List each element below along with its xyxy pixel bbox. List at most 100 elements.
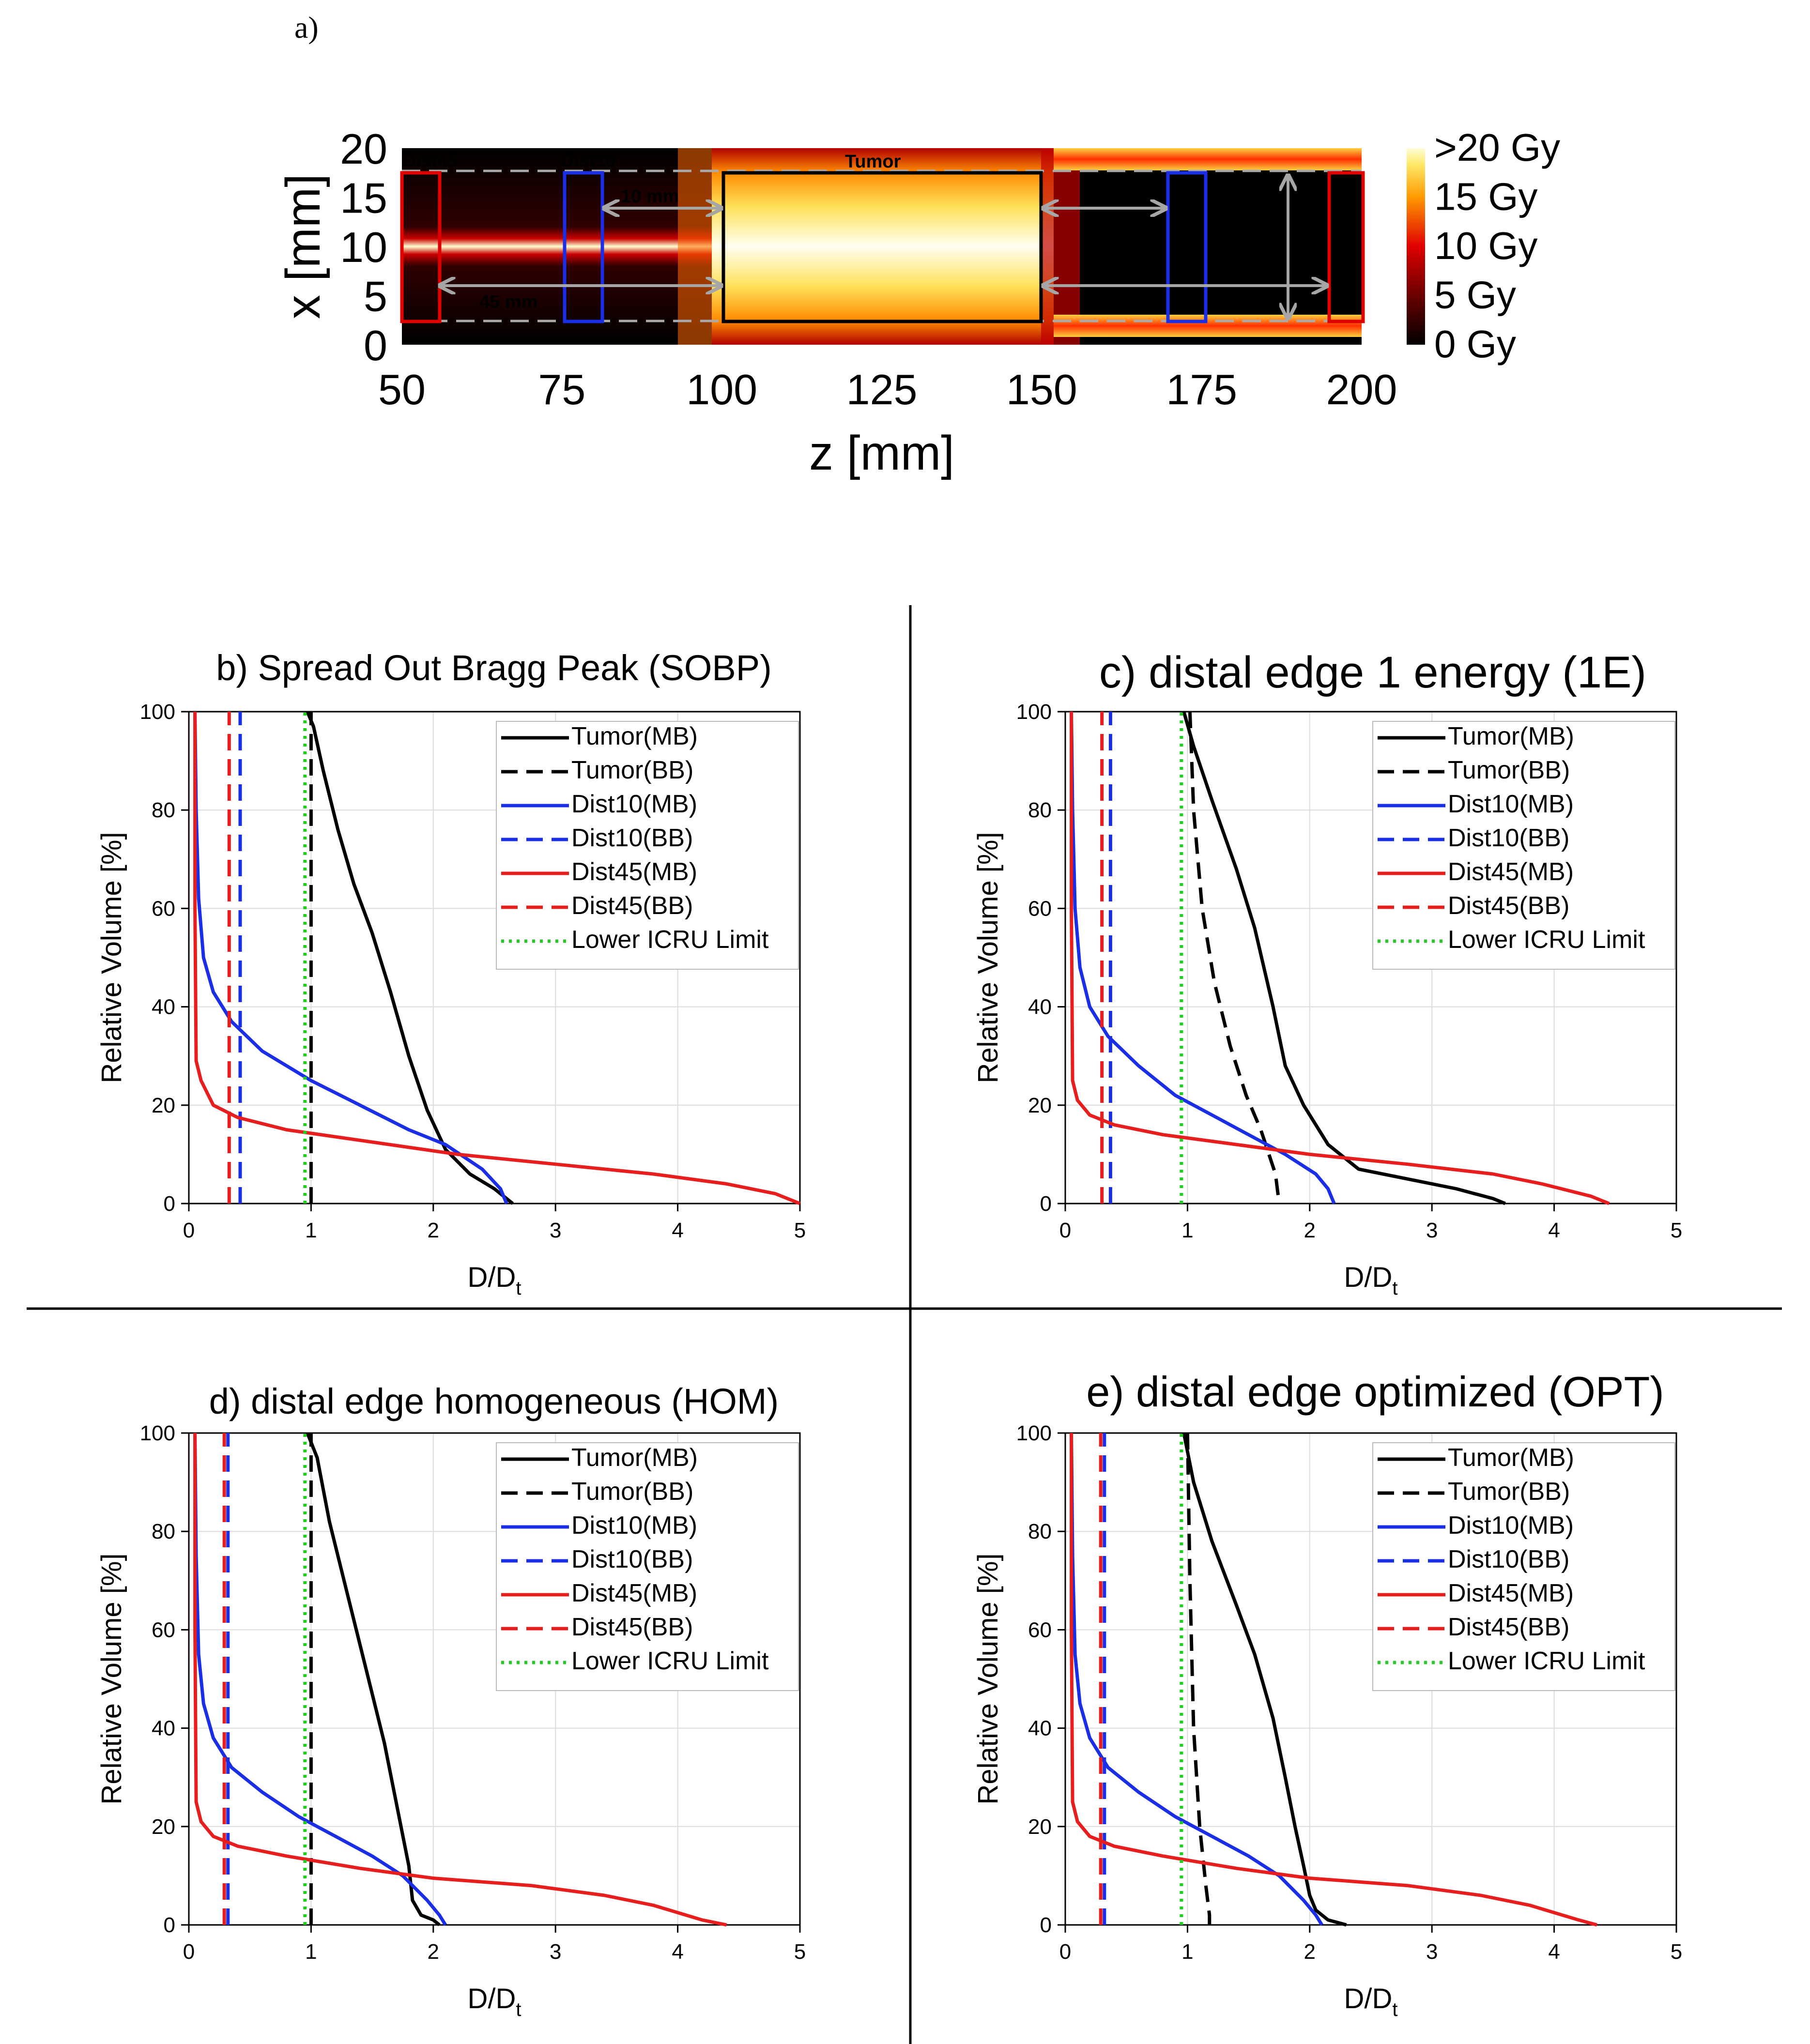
legend-box	[496, 721, 799, 970]
colorbar-label: 0 Gy	[1434, 322, 1516, 366]
series-dist45-mb	[193, 1433, 727, 1927]
legend-label: Tumor(MB)	[1448, 1444, 1574, 1472]
legend-label: Lower ICRU Limit	[571, 926, 769, 954]
y-tick-label: 40	[152, 1717, 175, 1740]
legend-label: Tumor(MB)	[1448, 722, 1574, 750]
legend-label: Dist10(MB)	[571, 790, 697, 818]
y-tick-label: 0	[1040, 1913, 1052, 1937]
x-tick-label: 1	[1181, 1219, 1193, 1242]
panel-e: e) distal edge optimized (OPT) 0 1 2 3 4 5 0 20 4…	[972, 1368, 1682, 2020]
x-axis-label-subscript: t	[1392, 1999, 1397, 2020]
legend-label: Dist45(MB)	[571, 1579, 697, 1607]
y-tick-label: 100	[1016, 1421, 1052, 1445]
x-tick-label: 3	[550, 1219, 561, 1242]
panel-a-label: a)	[294, 10, 319, 45]
x-axis-label: D/Dt	[1344, 1983, 1397, 2020]
colorbar	[1407, 148, 1425, 345]
panel-a-ylabel: x [mm]	[276, 174, 330, 319]
x-axis-label-subscript: t	[1392, 1278, 1397, 1299]
y-tick-label: 40	[1028, 995, 1052, 1019]
plot-frame	[1064, 1432, 1677, 1926]
y-tick-label: 100	[140, 1421, 175, 1445]
legend-label: Dist10(MB)	[571, 1511, 697, 1540]
legend-label: Dist45(MB)	[571, 858, 697, 886]
label-ctc: ctc	[1211, 235, 1237, 255]
panel-a-ytick-label: 15	[340, 174, 387, 222]
x-tick-label: 4	[672, 1219, 683, 1242]
y-tick-label: 80	[1028, 1520, 1052, 1543]
series-dist10-mb	[1070, 1433, 1323, 1926]
series-dist45-mb	[1070, 712, 1610, 1205]
dist10-box-left	[563, 171, 604, 323]
series-tumor-mb	[1182, 1433, 1347, 1927]
panel-a-xtick-label: 200	[1326, 366, 1397, 413]
colorbar-labels: 0 Gy 5 Gy 10 Gy 15 Gy >20 Gy	[1434, 126, 1560, 366]
x-tick-label: 5	[1671, 1219, 1682, 1242]
y-axis-label: Relative Volume [%]	[96, 1553, 127, 1804]
x-tick-label: 0	[1059, 1940, 1071, 1964]
legend-label: Tumor(MB)	[571, 722, 698, 750]
legend-label: Dist10(MB)	[1448, 790, 1574, 818]
panel-a-ytick-label: 10	[340, 223, 387, 271]
legend-label: Dist45(BB)	[1448, 1613, 1569, 1641]
series-dist10-mb	[193, 1433, 447, 1926]
series-dist45-mb	[193, 712, 801, 1205]
panel-a-xlabel: z [mm]	[809, 426, 954, 480]
label-10mm: 10 mm	[621, 186, 679, 207]
x-tick-label: 2	[428, 1940, 439, 1964]
label-dist45: Dist45	[403, 151, 458, 171]
panel-a-xtick-label: 125	[846, 366, 918, 413]
legend-label: Dist10(BB)	[571, 824, 693, 852]
tumor-dose	[712, 148, 1054, 345]
colorbar-label: 5 Gy	[1434, 274, 1516, 317]
chart-title: b) Spread Out Bragg Peak (SOBP)	[216, 648, 772, 688]
y-tick-label: 60	[152, 1618, 175, 1642]
y-tick-label: 20	[152, 1094, 175, 1117]
x-axis-label: D/Dt	[467, 1262, 521, 1299]
colorbar-label: 15 Gy	[1434, 175, 1537, 218]
x-tick-label: 4	[672, 1940, 683, 1964]
x-tick-label: 4	[1548, 1219, 1560, 1242]
x-axis-label-subscript: t	[516, 1278, 521, 1299]
label-dist10: Dist10	[561, 151, 616, 171]
series-tumor-bb	[1188, 711, 1281, 1204]
x-axis-label: D/Dt	[467, 1983, 521, 2020]
x-tick-label: 2	[428, 1219, 439, 1242]
chart-title: c) distal edge 1 energy (1E)	[1099, 648, 1646, 697]
series-tumor-mb	[1182, 711, 1506, 1205]
legend-label: Tumor(BB)	[1448, 1478, 1570, 1506]
y-axis-label: Relative Volume [%]	[972, 1553, 1004, 1804]
y-tick-label: 0	[164, 1192, 175, 1216]
x-tick-label: 2	[1304, 1940, 1316, 1964]
legend-label: Dist45(BB)	[571, 1613, 693, 1641]
legend-label: Dist45(MB)	[1448, 1579, 1574, 1607]
x-tick-label: 1	[305, 1219, 317, 1242]
panel-d: d) distal edge homogeneous (HOM) 0 1 2 3 4 5 0 2…	[96, 1381, 806, 2020]
entrance-beam	[402, 148, 712, 345]
tumor-box	[721, 171, 1043, 323]
panel-a-xtick-label: 100	[686, 366, 757, 413]
y-tick-label: 80	[152, 1520, 175, 1543]
y-tick-label: 0	[164, 1913, 175, 1937]
panel-c: c) distal edge 1 energy (1E) 0 1 2 3 4 5 0 20 40 6…	[972, 648, 1682, 1299]
legend-label: Dist45(BB)	[571, 892, 693, 920]
panel-a-x-ticks: 50 75 100 125 150 175 200	[378, 366, 1397, 413]
legend-label: Tumor(BB)	[571, 1478, 693, 1506]
legend-label: Tumor(BB)	[1448, 756, 1570, 784]
legend-box	[496, 1442, 799, 1691]
x-tick-label: 2	[1304, 1219, 1316, 1242]
x-tick-label: 0	[1059, 1219, 1071, 1242]
y-tick-label: 0	[1040, 1192, 1052, 1216]
x-tick-label: 5	[1671, 1940, 1682, 1964]
legend-label: Dist10(BB)	[571, 1545, 693, 1573]
y-tick-label: 40	[1028, 1717, 1052, 1740]
y-tick-label: 100	[1016, 700, 1052, 724]
distal-edge-top	[1054, 148, 1362, 170]
colorbar-label: 10 Gy	[1434, 224, 1537, 267]
label-45mm: 45 mm	[479, 292, 537, 312]
legend-box	[1372, 721, 1675, 970]
legend-label: Lower ICRU Limit	[571, 1647, 769, 1675]
y-tick-label: 20	[152, 1815, 175, 1839]
x-tick-label: 0	[183, 1219, 195, 1242]
x-tick-label: 3	[1426, 1940, 1438, 1964]
